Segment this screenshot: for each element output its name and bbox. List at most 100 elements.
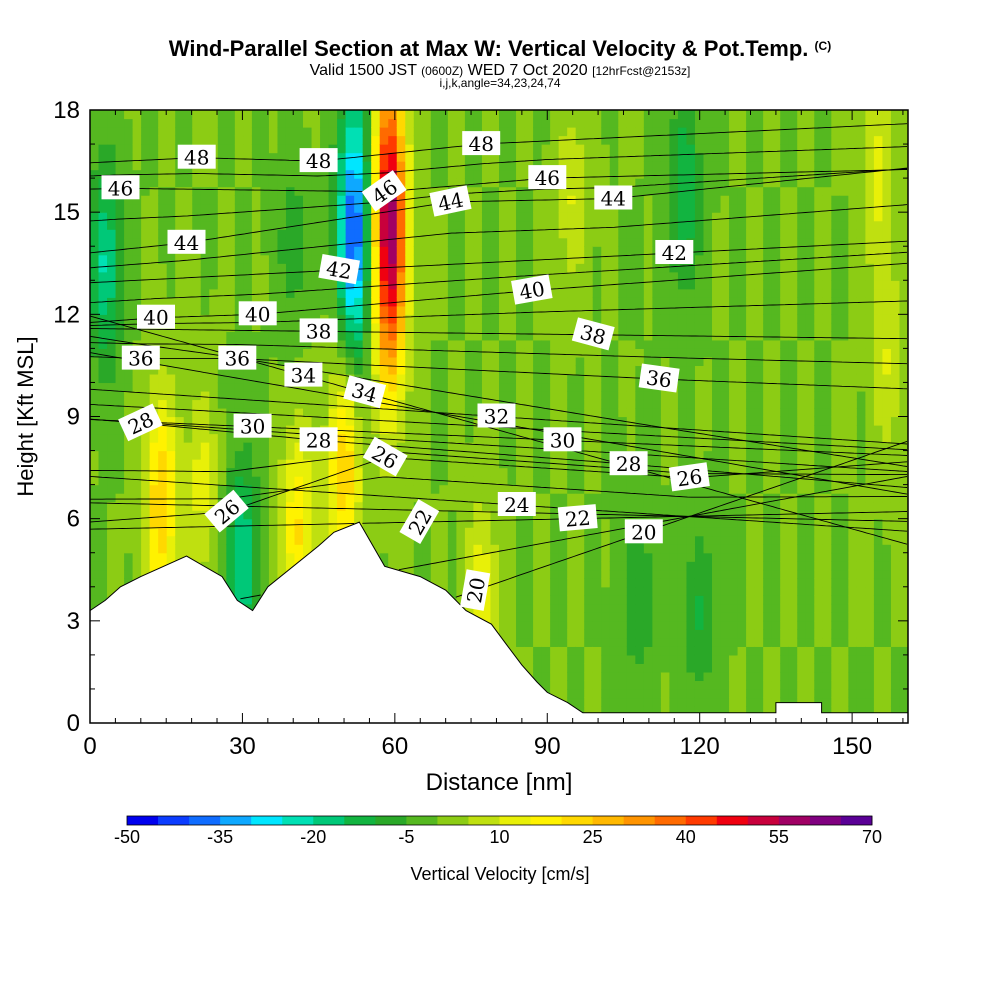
w-cell	[592, 229, 602, 239]
w-cell	[268, 544, 279, 554]
w-cell	[107, 544, 117, 554]
w-cell	[90, 339, 100, 349]
w-cell	[550, 493, 560, 503]
w-cell	[592, 518, 602, 528]
w-cell	[430, 263, 440, 273]
w-cell	[243, 407, 253, 418]
w-cell	[473, 331, 483, 341]
w-cell	[251, 442, 262, 452]
w-cell	[98, 544, 108, 554]
w-cell	[260, 271, 270, 281]
w-cell	[379, 118, 389, 128]
w-cell	[584, 271, 594, 281]
w-cell	[124, 535, 134, 545]
w-cell	[660, 680, 671, 690]
w-cell	[550, 246, 560, 256]
w-cell	[260, 322, 270, 332]
w-cell	[541, 680, 551, 690]
w-cell	[124, 561, 134, 571]
w-cell	[592, 407, 602, 418]
w-cell	[439, 152, 449, 162]
w-cell	[533, 263, 543, 273]
w-cell	[132, 212, 142, 222]
w-cell	[430, 416, 440, 426]
w-cell	[234, 586, 244, 596]
w-cell	[516, 254, 526, 264]
w-cell	[175, 442, 185, 452]
w-cell	[328, 493, 338, 503]
w-cell	[379, 161, 389, 171]
w-cell	[260, 161, 270, 171]
w-cell	[439, 322, 449, 332]
w-cell	[166, 195, 176, 205]
w-cell	[669, 510, 679, 520]
w-cell	[490, 305, 500, 315]
w-cell	[575, 203, 585, 213]
w-cell	[618, 110, 628, 120]
w-cell	[609, 578, 619, 588]
w-cell	[592, 433, 602, 443]
w-cell	[200, 459, 210, 469]
w-cell	[490, 246, 500, 256]
w-cell	[490, 612, 500, 622]
w-cell	[464, 254, 475, 264]
w-cell	[456, 237, 466, 247]
w-cell	[516, 220, 526, 230]
w-cell	[422, 195, 432, 205]
w-cell	[90, 280, 100, 290]
w-cell	[481, 501, 492, 511]
w-cell	[584, 169, 594, 179]
w-cell	[268, 416, 279, 426]
w-cell	[499, 331, 509, 341]
w-cell	[567, 212, 577, 222]
w-cell	[652, 467, 662, 477]
w-cell	[643, 246, 653, 256]
w-cell	[456, 288, 466, 298]
w-cell	[209, 118, 219, 128]
w-cell	[251, 535, 262, 545]
w-cell	[141, 390, 151, 401]
w-cell	[98, 356, 108, 367]
w-cell	[200, 399, 210, 409]
w-cell	[652, 569, 662, 579]
w-cell	[192, 510, 202, 520]
w-cell	[499, 169, 509, 179]
w-cell	[481, 552, 492, 562]
w-cell	[575, 118, 585, 128]
w-cell	[473, 552, 483, 562]
w-cell	[354, 331, 364, 341]
w-cell	[132, 271, 142, 281]
w-cell	[371, 331, 381, 341]
w-cell	[550, 390, 560, 401]
w-cell	[507, 552, 517, 562]
w-cell	[413, 127, 423, 137]
w-cell	[481, 161, 492, 171]
w-cell	[90, 561, 100, 571]
w-cell	[592, 637, 602, 647]
w-cell	[226, 110, 236, 120]
w-cell	[413, 144, 423, 154]
w-cell	[567, 203, 577, 213]
w-cell	[234, 331, 244, 341]
w-cell	[601, 561, 611, 571]
w-cell	[217, 297, 227, 307]
w-cell	[328, 212, 338, 222]
w-cell	[575, 195, 585, 205]
w-cell	[584, 220, 594, 230]
w-cell	[234, 135, 244, 145]
w-cell	[260, 390, 270, 401]
w-cell	[430, 169, 440, 179]
w-cell	[388, 161, 398, 171]
w-cell	[541, 637, 551, 647]
w-cell	[388, 152, 398, 162]
w-cell	[669, 152, 679, 162]
w-cell	[175, 305, 185, 315]
w-cell	[550, 654, 560, 664]
w-cell	[609, 178, 619, 188]
w-cell	[499, 339, 509, 349]
w-cell	[609, 254, 619, 264]
w-cell	[379, 339, 389, 349]
w-cell	[464, 484, 475, 494]
w-cell	[447, 322, 457, 332]
w-cell	[626, 178, 636, 188]
